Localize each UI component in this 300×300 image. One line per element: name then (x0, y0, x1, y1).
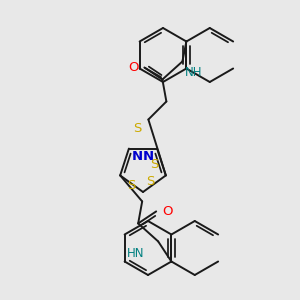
Text: N: N (132, 150, 143, 163)
Text: S: S (146, 175, 154, 188)
Text: HN: HN (127, 248, 144, 260)
Text: S: S (133, 122, 141, 136)
Text: O: O (128, 61, 138, 74)
Text: O: O (162, 205, 173, 218)
Text: NH: NH (184, 65, 202, 79)
Text: N: N (143, 150, 154, 163)
Text: S: S (127, 179, 136, 192)
Text: S: S (151, 158, 159, 171)
